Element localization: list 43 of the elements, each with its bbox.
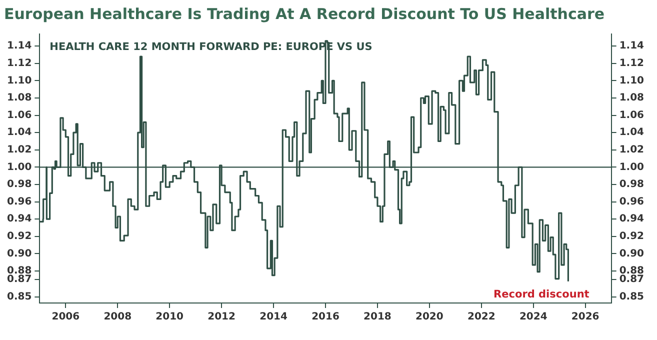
y2-tick-label: 0.96 <box>619 196 644 208</box>
x-tick-label: 2010 <box>156 312 184 323</box>
x-tick-label: 2006 <box>52 312 80 323</box>
y-tick-label: 1.02 <box>6 144 32 156</box>
y-tick-label: 0.85 <box>6 292 32 303</box>
y-tick-label: 1.14 <box>6 40 32 52</box>
y2-tick-label: 1.08 <box>619 92 644 104</box>
x-tick-label: 2018 <box>364 312 392 323</box>
y2-tick-label: 0.87 <box>619 274 644 286</box>
y2-tick-label: 0.98 <box>619 179 644 190</box>
y-tick-label: 1.00 <box>6 162 32 173</box>
y2-tick-label: 1.02 <box>619 144 644 156</box>
annotation: Record discount <box>494 288 590 301</box>
y-tick-label: 0.87 <box>6 274 32 286</box>
y-tick-label: 0.92 <box>6 230 32 242</box>
y2-tick-label: 0.85 <box>619 292 644 303</box>
y2-tick-label: 1.14 <box>619 40 644 52</box>
y2-tick-label: 0.94 <box>619 214 644 225</box>
y2-tick-label: 1.12 <box>619 58 644 69</box>
y2-tick-label: 1.10 <box>619 75 644 86</box>
x-tick-label: 2020 <box>416 312 444 323</box>
y-tick-label: 0.98 <box>6 179 32 190</box>
y-tick-label: 1.04 <box>6 127 32 138</box>
y-tick-label: 0.96 <box>6 196 32 208</box>
y2-tick-label: 1.06 <box>619 110 644 121</box>
x-tick-label: 2026 <box>571 312 600 323</box>
y-tick-label: 1.06 <box>6 110 32 121</box>
y-tick-label: 1.08 <box>6 92 32 104</box>
y2-tick-label: 1.00 <box>619 162 644 173</box>
y2-tick-label: 1.04 <box>619 127 644 138</box>
x-tick-label: 2024 <box>519 312 548 323</box>
x-tick-label: 2016 <box>312 312 340 323</box>
y-tick-label: 0.90 <box>6 248 32 260</box>
y2-tick-label: 0.90 <box>619 248 644 260</box>
x-tick-label: 2012 <box>208 312 236 323</box>
x-tick-label: 2014 <box>260 312 288 323</box>
y2-tick-label: 0.92 <box>619 230 644 242</box>
x-tick-label: 2008 <box>104 312 132 323</box>
x-tick-label: 2022 <box>467 312 496 323</box>
chart-title: European Healthcare Is Trading At A Record Discount To US Healthcare <box>4 4 605 23</box>
y-tick-label: 1.12 <box>6 58 32 69</box>
y-tick-label: 1.10 <box>6 75 32 86</box>
y-tick-label: 0.94 <box>6 214 32 225</box>
